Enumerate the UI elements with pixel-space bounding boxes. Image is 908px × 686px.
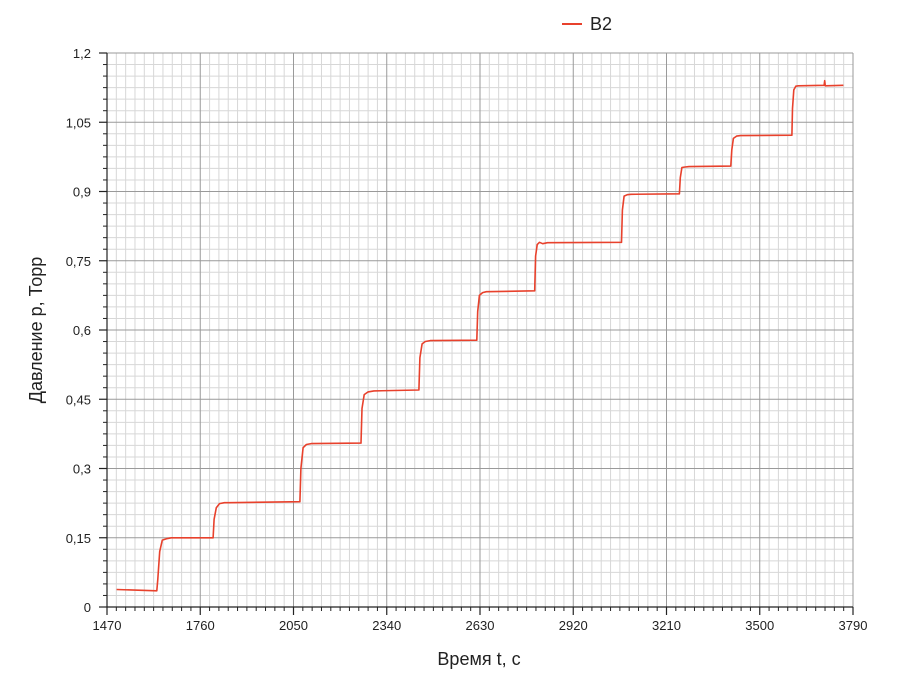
x-tick-label: 2920 [559,618,588,633]
y-tick-label: 0,75 [66,254,91,269]
x-tick-label: 2050 [279,618,308,633]
y-tick-label: 0,9 [73,185,91,200]
y-tick-label: 0,6 [73,323,91,338]
y-tick-label: 0,3 [73,462,91,477]
x-tick-label: 2630 [466,618,495,633]
y-tick-label: 0 [84,600,91,615]
y-tick-label: 1,05 [66,115,91,130]
grid [106,52,854,608]
series-layer [116,79,844,592]
x-tick-label: 3500 [745,618,774,633]
axes [99,52,854,615]
y-tick-labels: 0 0,15 0,3 0,45 0,6 0,75 0,9 1,05 1,2 [66,46,91,615]
legend: B2 [562,14,612,34]
x-tick-label: 3210 [652,618,681,633]
x-tick-label: 1760 [186,618,215,633]
y-axis-label: Давление p, Торр [26,257,46,404]
y-tick-label: 0,15 [66,531,91,546]
x-axis-label: Время t, c [437,649,520,669]
y-tick-label: 1,2 [73,46,91,61]
x-tick-label: 3790 [839,618,868,633]
legend-label-b2: B2 [590,14,612,34]
x-tick-label: 1470 [93,618,122,633]
series-line-b2 [116,79,844,592]
y-tick-label: 0,45 [66,392,91,407]
x-tick-labels: 1470 1760 2050 2340 2630 2920 3210 3500 3790 [93,618,868,633]
x-tick-label: 2340 [372,618,401,633]
